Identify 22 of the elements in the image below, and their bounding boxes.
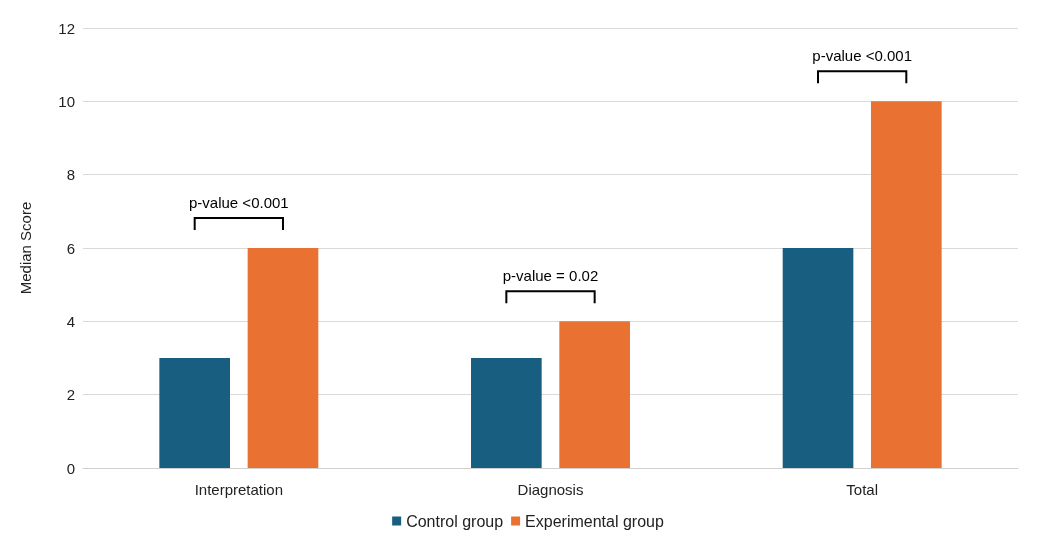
bar bbox=[782, 248, 854, 468]
x-tick-label: Total bbox=[846, 481, 879, 498]
y-tick-label: 4 bbox=[66, 312, 75, 330]
x-tick-label: Diagnosis bbox=[517, 481, 584, 498]
y-tick-label: 0 bbox=[66, 459, 75, 477]
y-tick-label: 2 bbox=[66, 386, 75, 404]
bar bbox=[559, 321, 630, 468]
annotation: p-value <0.001 bbox=[189, 194, 289, 211]
legend-label: Experimental group bbox=[525, 512, 664, 530]
y-tick-label: 10 bbox=[58, 92, 75, 110]
annotation: p-value <0.001 bbox=[812, 47, 912, 65]
bar bbox=[471, 358, 542, 468]
y-tick-label: 8 bbox=[66, 166, 75, 184]
y-tick-label: 6 bbox=[66, 239, 75, 257]
bar bbox=[871, 101, 942, 468]
x-tick-label: Interpretation bbox=[194, 481, 284, 498]
bar bbox=[159, 358, 230, 468]
legend-label: Control group bbox=[406, 512, 504, 530]
y-axis-title: Median Score bbox=[17, 201, 34, 295]
y-tick-label: 12 bbox=[58, 19, 75, 37]
annotation: p-value = 0.02 bbox=[502, 267, 599, 285]
bar bbox=[247, 248, 319, 468]
